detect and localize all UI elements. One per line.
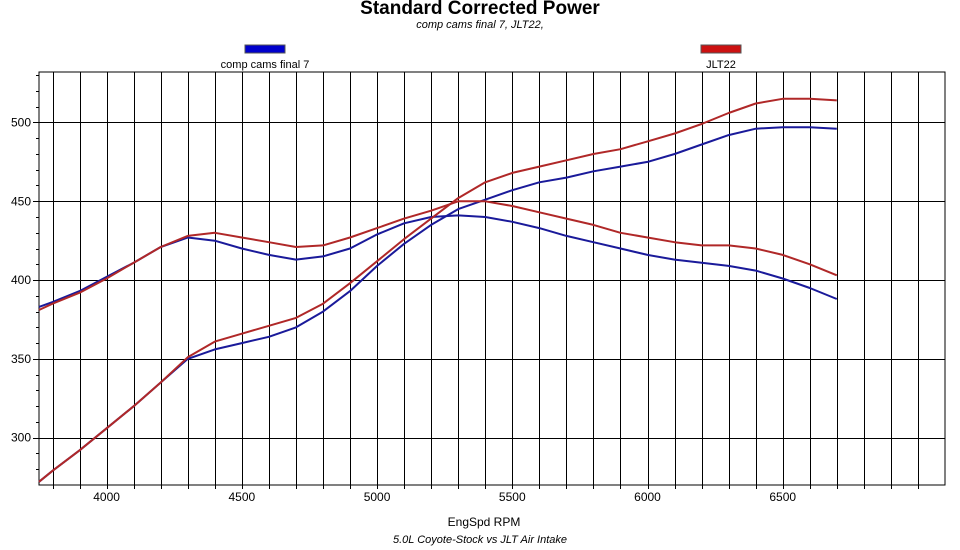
legend-swatch bbox=[244, 44, 286, 54]
series-line-jlt22-power bbox=[38, 97, 837, 483]
y-tick-label: 350 bbox=[11, 352, 31, 366]
series-layer bbox=[38, 97, 838, 483]
y-tick-label: 400 bbox=[11, 273, 31, 287]
axis-layer: 4000 4500 5000 5500 6000 6500 300 350 400 450 500 bbox=[11, 75, 919, 504]
x-tick-label: 6000 bbox=[634, 490, 661, 504]
y-tick-label: 300 bbox=[11, 431, 31, 445]
legend-label: comp cams final 7 bbox=[221, 59, 310, 71]
y-tick-label: 500 bbox=[11, 115, 31, 129]
x-tick-label: 6500 bbox=[769, 490, 796, 504]
plot-frame bbox=[38, 71, 946, 486]
grid-layer bbox=[38, 71, 946, 486]
chart-caption: 5.0L Coyote-Stock vs JLT Air Intake bbox=[392, 534, 568, 546]
x-tick-label: 4500 bbox=[228, 490, 255, 504]
chart-subtitle: comp cams final 7, JLT22, bbox=[416, 19, 544, 31]
legend-swatch bbox=[700, 44, 742, 54]
legend-label: JLT22 bbox=[706, 59, 736, 71]
chart-title: Standard Corrected Power bbox=[360, 0, 600, 19]
x-axis-title: EngSpd RPM bbox=[448, 515, 521, 529]
x-tick-label: 5000 bbox=[364, 490, 391, 504]
series-line-jlt22-torque bbox=[38, 200, 838, 311]
legend-layer: comp cams final 7 JLT22 bbox=[221, 44, 742, 71]
x-tick-label: 5500 bbox=[499, 490, 526, 504]
y-tick-label: 450 bbox=[11, 194, 31, 208]
x-tick-label: 4000 bbox=[93, 490, 120, 504]
